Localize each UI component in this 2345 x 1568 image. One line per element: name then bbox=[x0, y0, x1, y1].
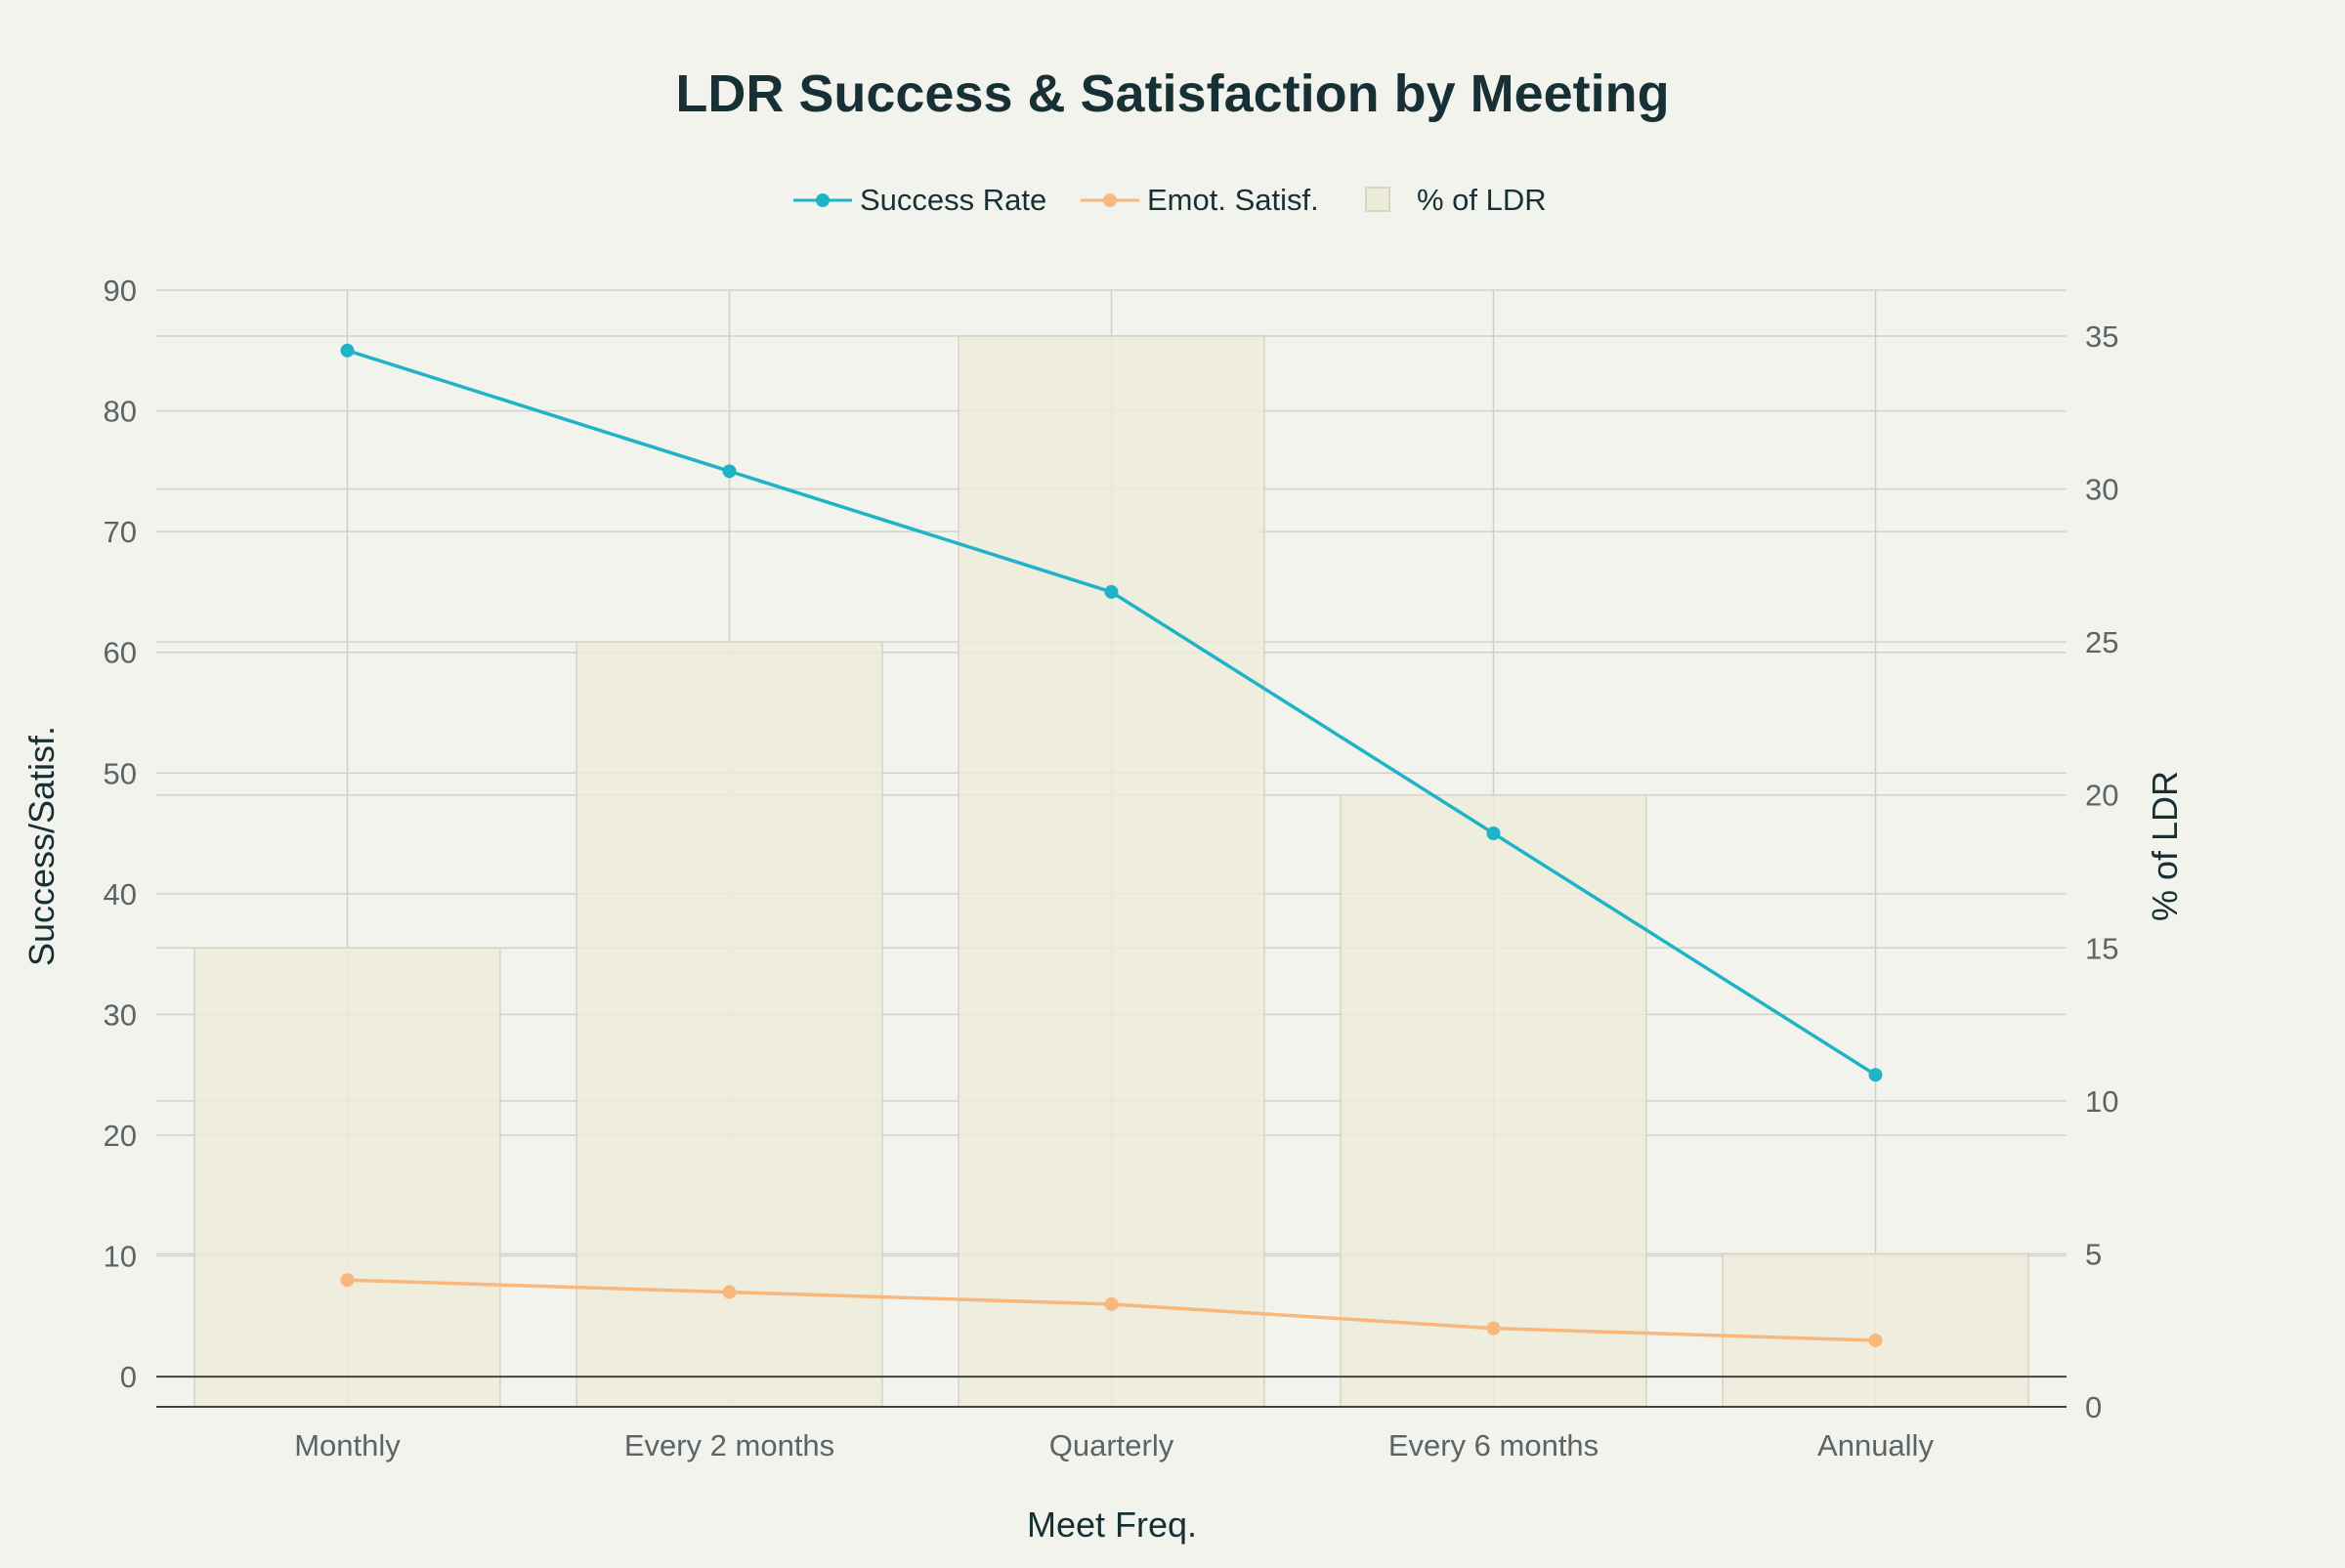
y2-tick-label: 15 bbox=[2085, 931, 2118, 965]
success-rate-point bbox=[1104, 584, 1119, 599]
chart-title: LDR Success & Satisfaction by Meeting bbox=[675, 64, 1669, 123]
y2-tick-label: 0 bbox=[2085, 1390, 2102, 1424]
legend-success-marker bbox=[816, 193, 830, 207]
legend-label-success-rate: Success Rate bbox=[860, 183, 1046, 217]
y2-tick-label: 10 bbox=[2085, 1084, 2118, 1119]
legend-satisf-marker bbox=[1103, 193, 1117, 207]
y-tick-label: 10 bbox=[104, 1240, 137, 1274]
y-tick-label: 70 bbox=[104, 515, 137, 549]
legend-ldr-swatch bbox=[1365, 187, 1390, 212]
bar-pct-ldr bbox=[958, 335, 1265, 1408]
legend-label-pct-ldr: % of LDR bbox=[1417, 183, 1547, 217]
emot-satisf-point bbox=[340, 1273, 355, 1288]
success-rate-point bbox=[722, 464, 737, 479]
x-tick-label: Every 2 months bbox=[624, 1428, 834, 1462]
y-tick-label: 50 bbox=[104, 756, 137, 790]
emot-satisf-point bbox=[1486, 1321, 1501, 1335]
axes: 0 10 20 30 40 50 60 70 80 90 0 5 10 15 20 25 30 35 Monthly… bbox=[104, 274, 2119, 1462]
line-series bbox=[340, 343, 1883, 1348]
y2-tick-label: 30 bbox=[2085, 473, 2118, 507]
y2-tick-label: 25 bbox=[2085, 625, 2118, 659]
y-tick-label: 20 bbox=[104, 1119, 137, 1153]
y-tick-label: 0 bbox=[120, 1360, 137, 1394]
x-tick-label: Every 6 months bbox=[1388, 1428, 1599, 1462]
x-tick-label: Monthly bbox=[294, 1428, 401, 1462]
y-tick-label: 80 bbox=[104, 395, 137, 429]
y-tick-label: 60 bbox=[104, 636, 137, 670]
bar-pct-ldr bbox=[1722, 1252, 2029, 1408]
bar-pct-ldr bbox=[1340, 793, 1647, 1408]
success-rate-point bbox=[1868, 1068, 1883, 1082]
y2-tick-label: 35 bbox=[2085, 319, 2118, 354]
y-tick-label: 30 bbox=[104, 997, 137, 1032]
x-tick-label: Annually bbox=[1817, 1428, 1934, 1462]
chart-legend: Success Rate Emot. Satisf. % of LDR bbox=[793, 183, 1547, 217]
legend-label-emot-satisf: Emot. Satisf. bbox=[1147, 183, 1319, 217]
y-tick-label: 40 bbox=[104, 877, 137, 911]
emot-satisf-point bbox=[1868, 1334, 1883, 1348]
y2-tick-label: 5 bbox=[2085, 1237, 2102, 1271]
bar-pct-ldr bbox=[576, 641, 883, 1408]
success-rate-point bbox=[340, 343, 355, 358]
x-tick-label: Quarterly bbox=[1049, 1428, 1174, 1462]
emot-satisf-point bbox=[1104, 1296, 1119, 1311]
y-tick-label: 90 bbox=[104, 274, 137, 308]
x-axis-title: Meet Freq. bbox=[1027, 1504, 1197, 1545]
success-rate-point bbox=[1486, 826, 1501, 841]
y2-axis-title: % of LDR bbox=[2145, 771, 2185, 921]
bar-pct-ldr bbox=[193, 947, 501, 1408]
emot-satisf-point bbox=[722, 1285, 737, 1299]
bar-series bbox=[193, 335, 2029, 1408]
y2-tick-label: 20 bbox=[2085, 779, 2118, 813]
y-axis-title: Success/Satisf. bbox=[21, 726, 62, 966]
